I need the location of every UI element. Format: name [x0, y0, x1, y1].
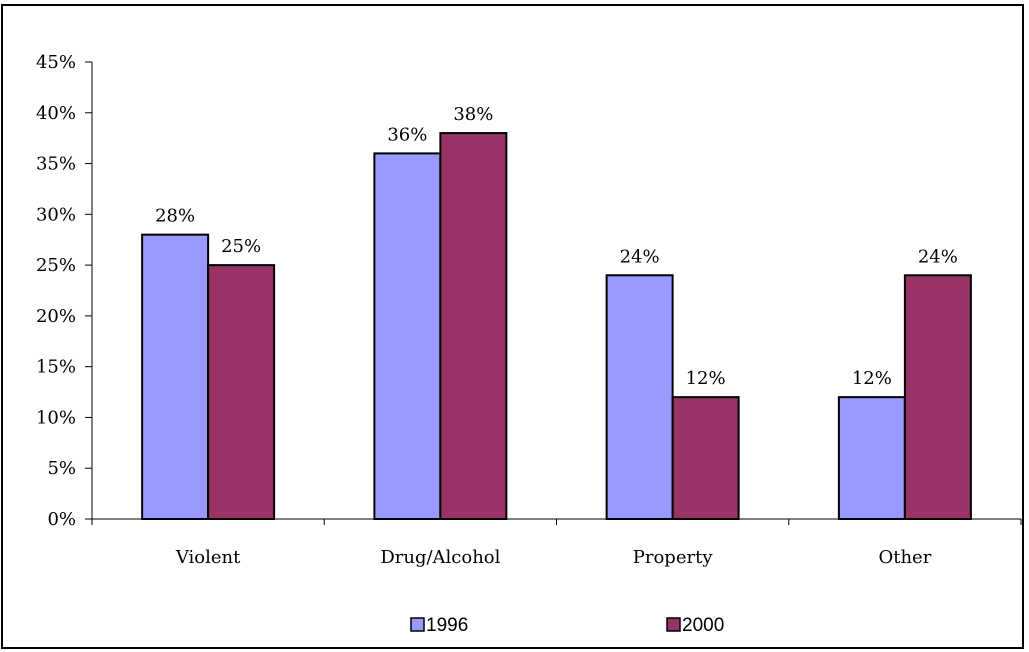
data-label: 24% [918, 246, 958, 267]
bar-2000-other [903, 274, 972, 520]
legend-swatch-2000 [666, 617, 681, 632]
data-label: 38% [453, 104, 493, 125]
data-label: 25% [221, 236, 261, 257]
bar-1996-other [837, 396, 906, 520]
axes [91, 62, 1022, 525]
y-tick-label: 5% [47, 458, 76, 479]
y-tick-label: 10% [36, 407, 76, 428]
y-tick-label: 45% [36, 52, 76, 73]
y-tick-label: 40% [36, 103, 76, 124]
legend-label-1996: 1996 [426, 615, 468, 636]
category-label: Violent [175, 547, 241, 568]
data-label: 28% [155, 206, 195, 227]
data-label: 12% [686, 368, 726, 389]
y-tick-label: 15% [36, 357, 76, 378]
category-label: Property [633, 547, 714, 568]
y-tick-label: 20% [36, 306, 76, 327]
bar-1996-violent [141, 233, 210, 520]
bar-2000-violent [207, 264, 276, 520]
legend: 1996 2000 [410, 615, 724, 636]
y-tick-label: 35% [36, 154, 76, 175]
category-label: Drug/Alcohol [380, 547, 500, 568]
y-tick-label: 30% [36, 204, 76, 225]
bar-1996-drug-alcohol [373, 152, 442, 520]
category-labels: Violent Drug/Alcohol Property Other [175, 547, 932, 568]
data-label: 36% [387, 124, 427, 145]
data-labels: 28% 25% 36% 38% 24% 12% 12% 24% [155, 104, 958, 389]
y-tick-label: 25% [36, 255, 76, 276]
data-label: 12% [852, 368, 892, 389]
bar-2000-drug-alcohol [439, 132, 508, 520]
category-label: Other [878, 547, 931, 568]
legend-label-2000: 2000 [682, 615, 724, 636]
y-tick-label: 0% [47, 509, 76, 530]
y-axis-ticks: 0% 5% 10% 15% 20% 25% 30% 35% 40% 45% [36, 52, 92, 530]
bar-2000-property [671, 396, 740, 520]
legend-swatch-1996 [410, 617, 425, 632]
data-label: 24% [620, 246, 660, 267]
bars [141, 132, 972, 520]
bar-1996-property [605, 274, 674, 520]
